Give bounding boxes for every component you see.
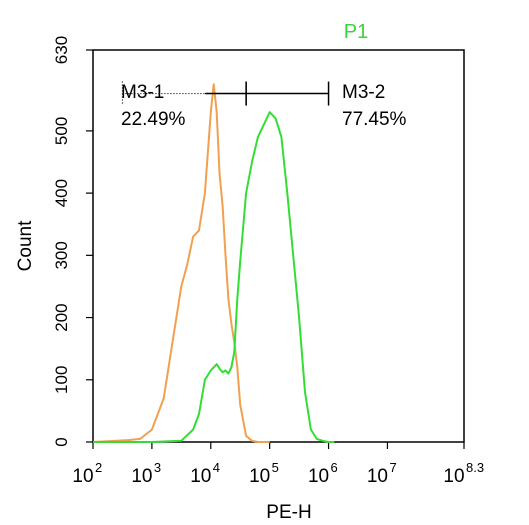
x-tick-exponent: 2 xyxy=(95,460,102,475)
plot-frame xyxy=(92,49,465,443)
y-tick-label: 0 xyxy=(52,437,71,446)
x-tick-exponent: 7 xyxy=(389,460,396,475)
y-axis-label: Count xyxy=(15,220,36,271)
gate-markers xyxy=(121,81,330,106)
gate-m3-1-name: M3-1 xyxy=(121,82,164,103)
x-tick-label: 10 xyxy=(249,466,270,487)
y-tick-label: 200 xyxy=(52,303,71,331)
histogram-series-2 xyxy=(93,111,335,443)
chart-title: P1 xyxy=(344,21,368,43)
x-tick-exponent: 6 xyxy=(331,460,338,475)
x-axis: 10 2 10 3 10 4 10 5 10 6 10 7 10 8.3 xyxy=(72,442,484,487)
y-tick-label: 630 xyxy=(52,36,71,64)
x-tick-label: 10 xyxy=(308,466,329,487)
x-tick-exponent: 5 xyxy=(272,460,279,475)
gate-m3-2-name: M3-2 xyxy=(342,82,385,103)
x-tick-label: 10 xyxy=(72,466,93,487)
x-tick-exponent: 3 xyxy=(154,460,161,475)
y-tick-label: 500 xyxy=(52,117,71,145)
gate-m3-2-percent: 77.45% xyxy=(342,109,407,130)
x-tick-label: 10 xyxy=(443,466,464,487)
x-tick-label: 10 xyxy=(131,466,152,487)
series-group xyxy=(92,83,335,443)
x-tick-label: 10 xyxy=(367,466,388,487)
x-tick-exponent: 4 xyxy=(213,460,220,475)
x-axis-label: PE-H xyxy=(266,502,311,523)
y-tick-label: 100 xyxy=(52,366,71,394)
x-tick-label: 10 xyxy=(190,466,211,487)
y-tick-label: 300 xyxy=(52,241,71,269)
histogram-series-1 xyxy=(92,83,270,443)
y-tick-label: 400 xyxy=(52,179,71,207)
x-tick-exponent: 8.3 xyxy=(466,460,484,475)
y-axis: 0 100 200 300 400 500 630 xyxy=(52,36,93,447)
gate-m3-1-percent: 22.49% xyxy=(121,109,186,130)
